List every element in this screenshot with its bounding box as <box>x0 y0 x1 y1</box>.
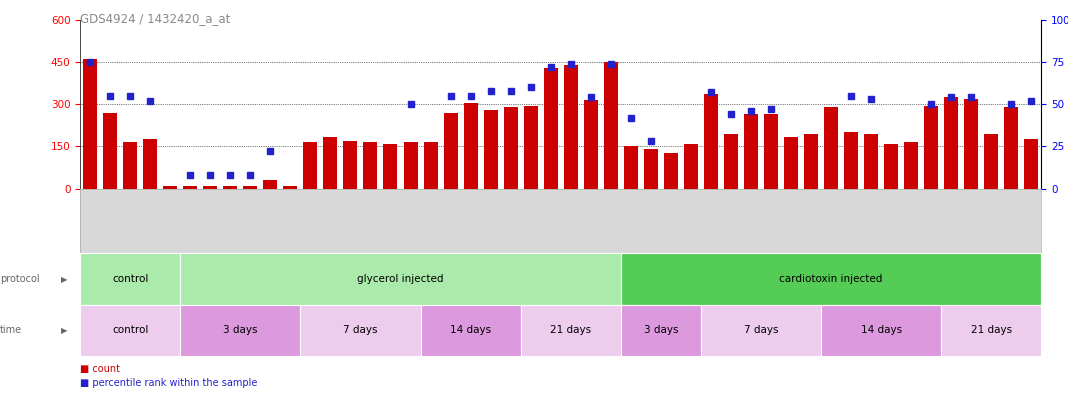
Bar <box>824 107 838 189</box>
Bar <box>764 114 778 189</box>
Bar <box>905 142 918 189</box>
Bar <box>804 134 818 189</box>
Bar <box>544 68 557 189</box>
Bar <box>1024 140 1038 189</box>
Bar <box>985 134 999 189</box>
Bar <box>523 106 537 189</box>
Text: 21 days: 21 days <box>550 325 592 335</box>
Bar <box>644 149 658 189</box>
Bar <box>424 142 438 189</box>
Bar <box>283 186 297 189</box>
Bar <box>884 143 898 189</box>
Bar <box>104 112 117 189</box>
Text: GDS4924 / 1432420_a_at: GDS4924 / 1432420_a_at <box>80 12 231 25</box>
Bar <box>924 106 938 189</box>
Text: 7 days: 7 days <box>343 325 378 335</box>
Text: control: control <box>112 325 148 335</box>
Text: 7 days: 7 days <box>743 325 779 335</box>
Text: 14 days: 14 days <box>861 325 901 335</box>
Bar <box>584 100 598 189</box>
Bar <box>123 142 137 189</box>
Bar <box>363 142 377 189</box>
Text: time: time <box>0 325 22 335</box>
Text: cardiotoxin injected: cardiotoxin injected <box>780 274 883 284</box>
Bar <box>324 136 337 189</box>
Bar <box>744 114 758 189</box>
Bar <box>244 186 257 189</box>
Bar <box>184 186 198 189</box>
Text: 3 days: 3 days <box>644 325 678 335</box>
Bar <box>844 132 858 189</box>
Bar <box>864 134 878 189</box>
Bar <box>504 107 518 189</box>
Text: 21 days: 21 days <box>971 325 1011 335</box>
Bar <box>684 143 697 189</box>
Bar <box>443 112 457 189</box>
Text: control: control <box>112 274 148 284</box>
Text: ▶: ▶ <box>61 275 67 283</box>
Bar <box>964 99 978 189</box>
Bar <box>1004 107 1018 189</box>
Text: protocol: protocol <box>0 274 40 284</box>
Text: ▶: ▶ <box>61 326 67 334</box>
Bar <box>223 186 237 189</box>
Text: 3 days: 3 days <box>223 325 257 335</box>
Bar <box>264 180 278 189</box>
Bar <box>344 141 358 189</box>
Text: 14 days: 14 days <box>450 325 491 335</box>
Bar <box>724 134 738 189</box>
Bar <box>203 186 217 189</box>
Bar <box>404 142 418 189</box>
Bar <box>143 140 157 189</box>
Bar <box>603 62 617 189</box>
Text: ■ percentile rank within the sample: ■ percentile rank within the sample <box>80 378 257 388</box>
Bar <box>464 103 477 189</box>
Bar <box>704 94 718 189</box>
Bar <box>383 143 397 189</box>
Bar <box>163 186 177 189</box>
Text: glycerol injected: glycerol injected <box>358 274 443 284</box>
Bar <box>784 136 798 189</box>
Bar <box>484 110 498 189</box>
Bar <box>303 142 317 189</box>
Bar <box>664 153 678 189</box>
Bar <box>944 97 958 189</box>
Bar <box>83 59 97 189</box>
Text: ■ count: ■ count <box>80 364 120 374</box>
Bar <box>564 65 578 189</box>
Bar <box>624 146 638 189</box>
